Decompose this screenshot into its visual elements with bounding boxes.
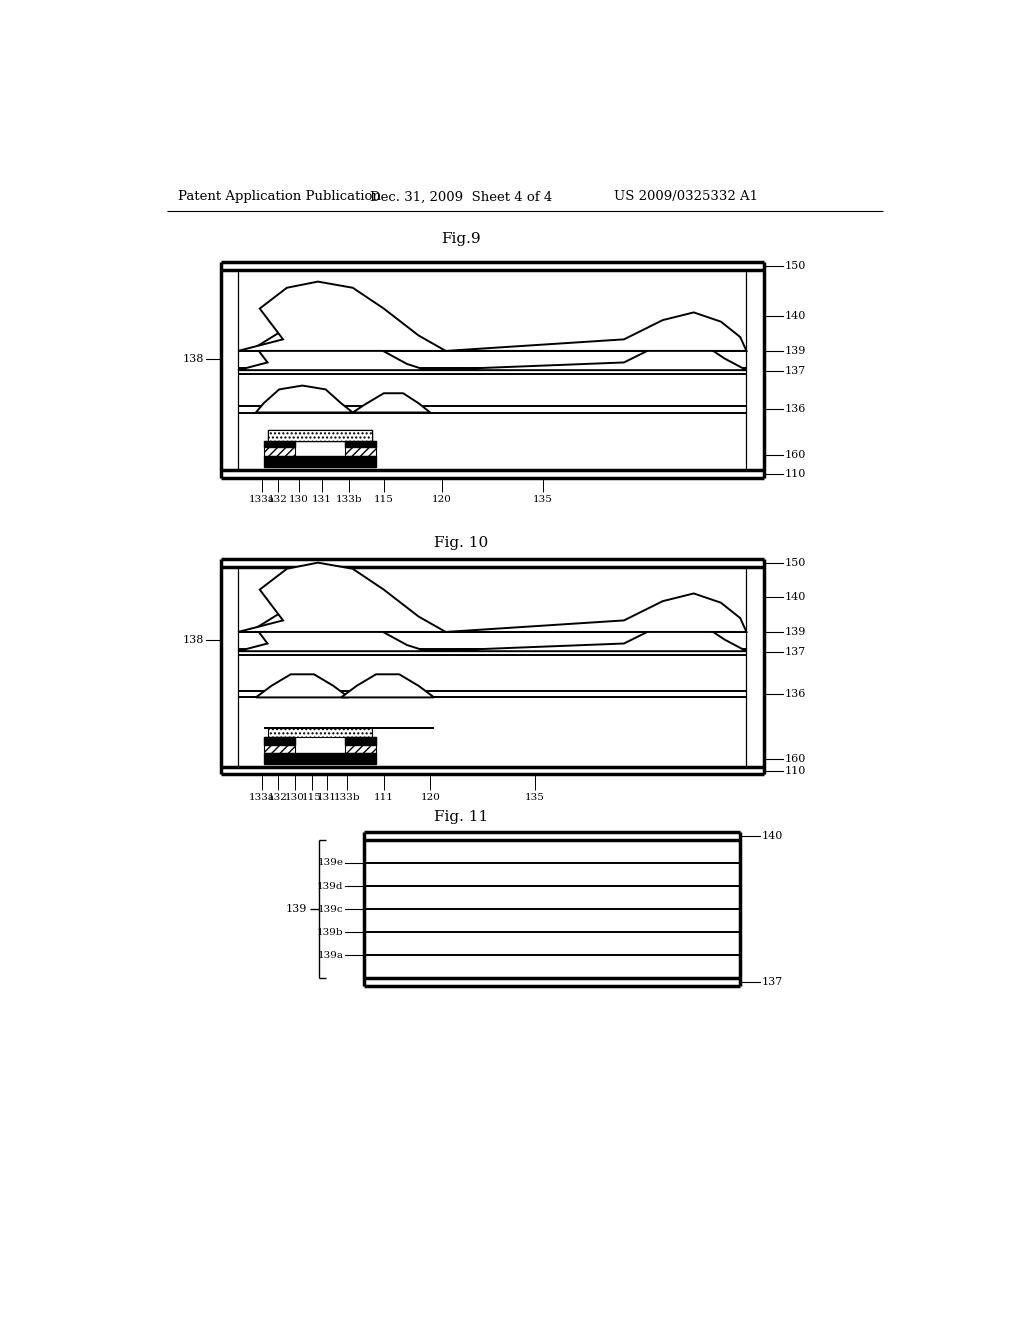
Text: 136: 136 — [784, 404, 806, 414]
Text: 133b: 133b — [336, 495, 362, 504]
Polygon shape — [238, 323, 426, 370]
Text: 139: 139 — [286, 904, 307, 915]
Bar — [263, 738, 295, 752]
Polygon shape — [256, 675, 349, 697]
Bar — [267, 729, 372, 738]
Text: 139: 139 — [784, 627, 806, 638]
Text: 138: 138 — [182, 635, 204, 644]
Text: 120: 120 — [420, 793, 440, 801]
Text: Patent Application Publication: Patent Application Publication — [178, 190, 381, 203]
Polygon shape — [238, 281, 445, 351]
Text: 139c: 139c — [317, 904, 343, 913]
Text: 140: 140 — [761, 832, 782, 841]
Text: 136: 136 — [784, 689, 806, 700]
Text: 120: 120 — [432, 495, 452, 504]
Text: Dec. 31, 2009  Sheet 4 of 4: Dec. 31, 2009 Sheet 4 of 4 — [370, 190, 552, 203]
Bar — [267, 430, 372, 441]
Bar — [345, 441, 376, 457]
Text: 130: 130 — [289, 495, 308, 504]
Text: 131: 131 — [317, 793, 337, 801]
Text: 110: 110 — [784, 469, 806, 479]
Bar — [267, 430, 372, 441]
Polygon shape — [238, 562, 445, 632]
Text: 111: 111 — [374, 793, 393, 801]
Bar — [263, 752, 376, 763]
Text: 131: 131 — [312, 495, 332, 504]
Text: 137: 137 — [784, 366, 806, 376]
Text: 135: 135 — [532, 495, 553, 504]
Text: 140: 140 — [784, 312, 806, 321]
Bar — [263, 441, 295, 457]
Text: 150: 150 — [784, 557, 806, 568]
Text: Fig.9: Fig.9 — [441, 232, 481, 247]
Text: 140: 140 — [784, 593, 806, 602]
Text: 132: 132 — [267, 793, 288, 801]
Text: 160: 160 — [784, 450, 806, 459]
Text: 160: 160 — [784, 754, 806, 764]
Text: Fig. 10: Fig. 10 — [434, 536, 488, 550]
Bar — [345, 738, 376, 744]
Text: 138: 138 — [182, 354, 204, 363]
Text: 150: 150 — [784, 261, 806, 271]
Text: US 2009/0325332 A1: US 2009/0325332 A1 — [614, 190, 758, 203]
Text: 139d: 139d — [317, 882, 343, 891]
Text: 139e: 139e — [317, 858, 343, 867]
Text: 130: 130 — [285, 793, 304, 801]
Polygon shape — [352, 393, 430, 412]
Polygon shape — [341, 675, 434, 697]
Text: 135: 135 — [525, 793, 545, 801]
Bar — [263, 738, 295, 744]
Text: 139b: 139b — [316, 928, 343, 937]
Text: 139: 139 — [784, 346, 806, 356]
Bar — [263, 457, 376, 467]
Polygon shape — [445, 594, 746, 632]
Polygon shape — [238, 605, 426, 651]
Text: 139a: 139a — [317, 950, 343, 960]
Text: 133a: 133a — [249, 495, 275, 504]
Text: 132: 132 — [267, 495, 288, 504]
Polygon shape — [426, 620, 746, 651]
Text: 133a: 133a — [249, 793, 275, 801]
Polygon shape — [256, 385, 352, 412]
Polygon shape — [445, 313, 746, 351]
Bar — [263, 441, 295, 447]
Text: 115: 115 — [302, 793, 322, 801]
Text: 137: 137 — [784, 647, 806, 657]
Bar — [345, 738, 376, 752]
Text: 137: 137 — [761, 977, 782, 987]
Text: 115: 115 — [374, 495, 393, 504]
Text: 133b: 133b — [334, 793, 360, 801]
Polygon shape — [426, 339, 746, 370]
Text: 110: 110 — [784, 766, 806, 776]
Bar — [345, 441, 376, 447]
Text: Fig. 11: Fig. 11 — [434, 809, 488, 824]
